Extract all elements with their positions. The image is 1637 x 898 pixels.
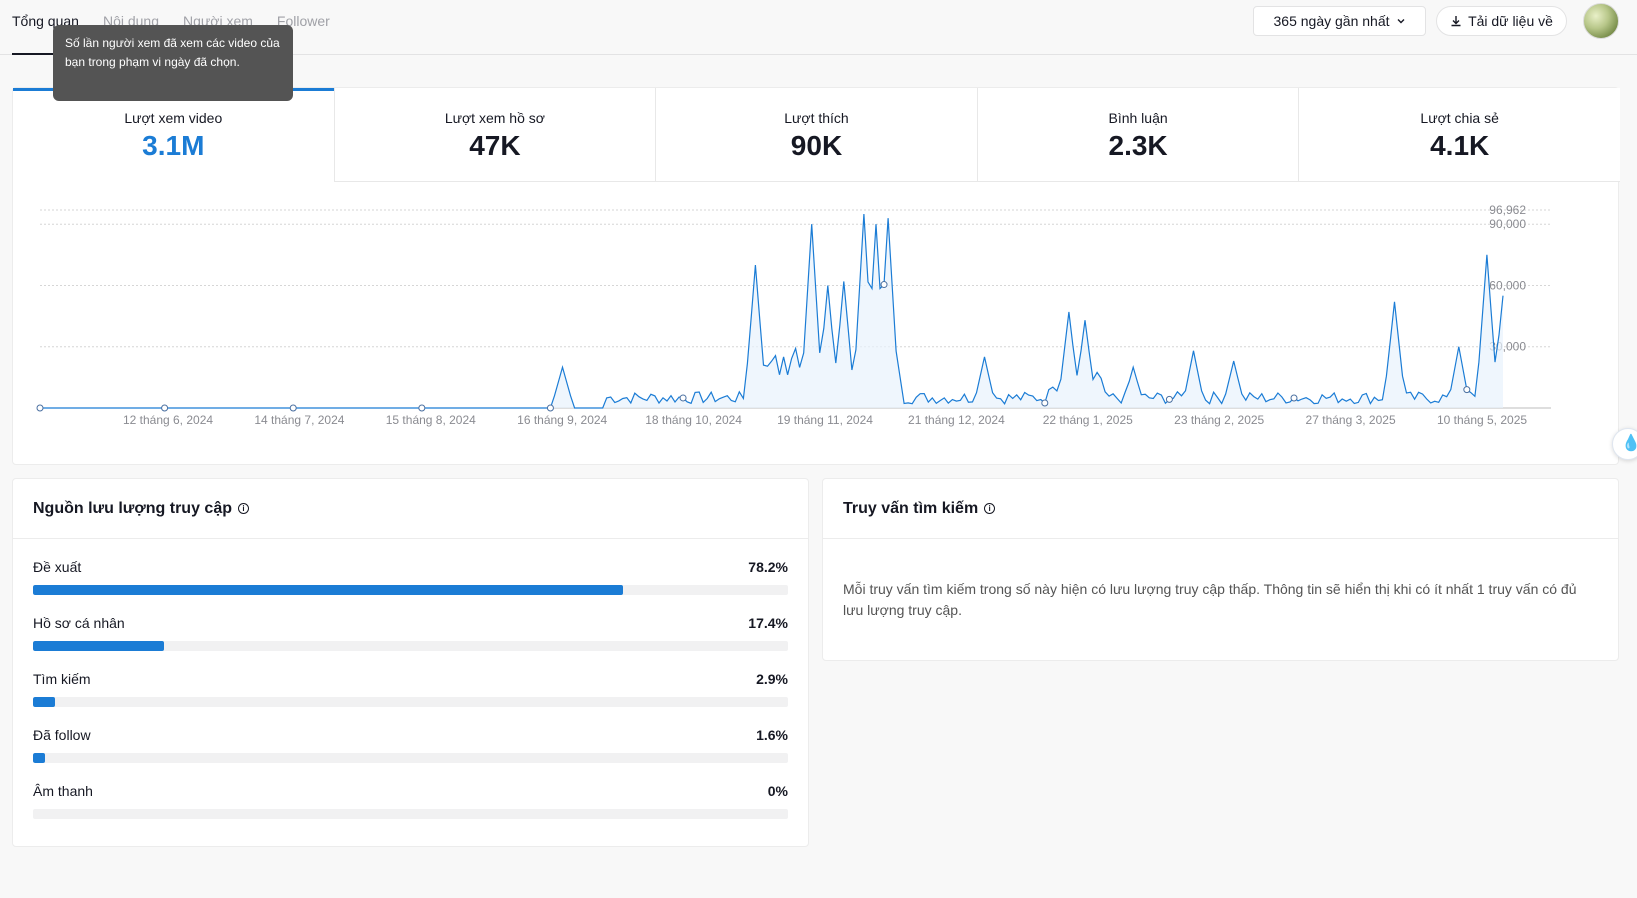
metric-comments[interactable]: Bình luận 2.3K [976,88,1299,182]
traffic-source-bar [33,585,624,595]
series-point [289,404,297,412]
info-icon[interactable]: i [237,503,249,514]
traffic-source-list: Đề xuất 78.2% Hồ sơ cá nhân 17.4% Tìm kiếm 2.… [13,539,808,839]
metric-label: Lượt thích [784,110,849,126]
avatar[interactable] [1583,3,1619,39]
y-tick-label: 60,000 [1489,278,1526,292]
metric-value: 2.3K [1108,130,1168,161]
metric-value: 47K [469,130,521,161]
metric-tooltip: Số lần người xem đã xem các video của bạ… [53,25,293,101]
series-point [1165,395,1173,403]
traffic-source-item: Hồ sơ cá nhân 17.4% [33,615,788,671]
y-tick-label: 30,000 [1489,340,1526,354]
metric-profile-views[interactable]: Lượt xem hồ sơ 47K [333,88,656,182]
traffic-source-label: Đề xuất [33,559,82,575]
metric-label: Bình luận [1108,110,1168,126]
series-point [161,404,169,412]
traffic-source-row: Đã follow 1.6% [33,727,788,743]
search-queries-card: Truy vấn tìm kiếm i Mỗi truy vấn tìm kiế… [822,478,1619,661]
x-tick-label: 27 tháng 3, 2025 [1306,413,1396,427]
download-icon [1451,16,1461,27]
traffic-source-bar-track [33,585,788,595]
metric-value: 90K [790,130,843,161]
series-line [40,213,1504,409]
traffic-source-bar [33,697,55,707]
series-point [36,404,44,412]
search-queries-header: Truy vấn tìm kiếm i [823,479,1618,539]
metric-video-views[interactable]: Lượt xem video 3.1M [13,88,334,182]
traffic-source-item: Âm thanh 0% [33,783,788,839]
x-tick-label: 14 tháng 7, 2024 [254,413,344,427]
metric-label: Lượt chia sẻ [1420,110,1499,126]
search-queries-message: Mỗi truy vấn tìm kiếm trong số này hiện … [843,581,1577,618]
traffic-source-bar [33,753,46,763]
x-tick-label: 12 tháng 6, 2024 [123,413,213,427]
x-tick-label: 18 tháng 10, 2024 [645,413,742,427]
chevron-down-icon [1397,19,1404,24]
x-tick-label: 23 tháng 2, 2025 [1174,413,1264,427]
traffic-source-percent: 2.9% [756,671,788,687]
traffic-source-row: Tìm kiếm 2.9% [33,671,788,687]
traffic-source-percent: 78.2% [748,559,788,575]
y-tick-label: 96,962 [1489,203,1526,217]
traffic-source-percent: 0% [767,783,788,799]
metric-value: 4.1K [1430,130,1490,161]
traffic-source-item: Tìm kiếm 2.9% [33,671,788,727]
series-point [1041,399,1049,407]
download-data-button[interactable]: Tải dữ liệu về [1436,6,1567,36]
traffic-source-label: Đã follow [33,727,91,743]
traffic-source-bar-track [33,697,788,707]
series-point [679,394,687,402]
date-range-dropdown[interactable]: 365 ngày gần nhất [1253,6,1426,36]
traffic-source-label: Âm thanh [33,783,93,799]
metric-likes[interactable]: Lượt thích 90K [655,88,977,182]
traffic-source-item: Đề xuất 78.2% [33,559,788,615]
series-area [40,214,1503,408]
search-queries-title: Truy vấn tìm kiếm [843,499,979,517]
x-tick-label: 15 tháng 8, 2024 [386,413,476,427]
traffic-source-item: Đã follow 1.6% [33,727,788,783]
traffic-source-bar-track [33,753,788,763]
traffic-source-row: Hồ sơ cá nhân 17.4% [33,615,788,631]
date-range-label: 365 ngày gần nhất [1273,13,1390,29]
traffic-sources-title: Nguồn lưu lượng truy cập [33,499,232,517]
metric-label: Lượt xem hồ sơ [444,110,545,126]
traffic-source-bar [33,641,165,651]
traffic-sources-card: Nguồn lưu lượng truy cập i Đề xuất 78.2% H… [12,478,809,847]
x-tick-label: 19 tháng 11, 2024 [777,413,873,427]
traffic-source-row: Âm thanh 0% [33,783,788,799]
water-drop-icon[interactable]: 💧 [1612,428,1637,460]
traffic-source-bar-track [33,641,788,651]
overview-card: Lượt xem video 3.1M Lượt xem hồ sơ 47K L… [12,87,1620,465]
series-point [1463,386,1471,394]
metric-tabs: Lượt xem video 3.1M Lượt xem hồ sơ 47K L… [13,88,1620,182]
series-point [880,281,888,289]
series-point [1290,394,1298,402]
traffic-source-percent: 17.4% [748,615,788,631]
traffic-source-label: Hồ sơ cá nhân [33,615,125,631]
y-tick-label: 90,000 [1489,217,1526,231]
x-tick-label: 22 tháng 1, 2025 [1043,413,1133,427]
traffic-source-row: Đề xuất 78.2% [33,559,788,575]
metric-label: Lượt xem video [124,110,223,126]
metric-value: 3.1M [142,130,205,161]
series-point [418,404,426,412]
x-tick-label: 21 tháng 12, 2024 [908,413,1005,427]
traffic-sources-header: Nguồn lưu lượng truy cập i [13,479,808,539]
x-tick-label: 10 tháng 5, 2025 [1437,413,1527,427]
series-point [546,404,554,412]
traffic-source-label: Tìm kiếm [33,671,91,687]
traffic-source-percent: 1.6% [756,727,788,743]
download-label: Tải dữ liệu về [1468,13,1553,29]
info-icon[interactable]: i [984,503,996,514]
metric-shares[interactable]: Lượt chia sẻ 4.1K [1298,88,1620,182]
traffic-source-bar-track [33,809,788,819]
x-tick-label: 16 tháng 9, 2024 [517,413,607,427]
